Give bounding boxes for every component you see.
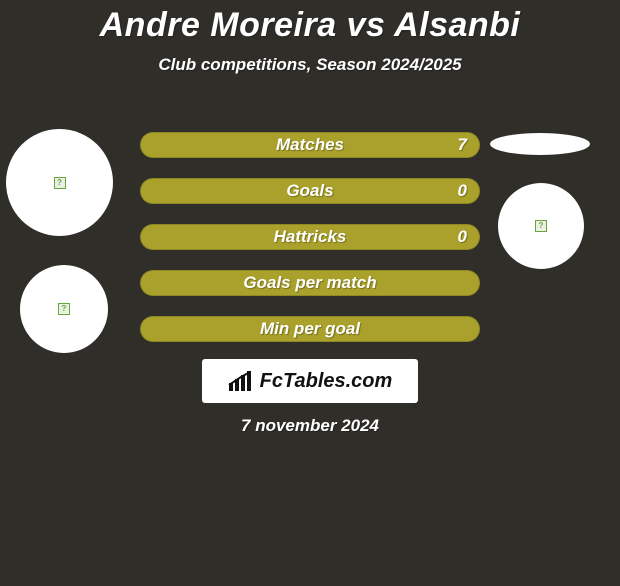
stat-row: Goals per match <box>140 270 480 296</box>
stat-value: 7 <box>458 135 467 155</box>
stat-row: Matches 7 <box>140 132 480 158</box>
stat-value: 0 <box>458 227 467 247</box>
page-subtitle: Club competitions, Season 2024/2025 <box>0 55 620 75</box>
stat-row: Hattricks 0 <box>140 224 480 250</box>
stat-row: Goals 0 <box>140 178 480 204</box>
stat-label: Min per goal <box>260 319 360 339</box>
brand-text: FcTables.com <box>260 370 393 393</box>
update-date: 7 november 2024 <box>0 416 620 436</box>
stat-row: Min per goal <box>140 316 480 342</box>
brand-badge: FcTables.com <box>202 359 418 403</box>
page-title: Andre Moreira vs Alsanbi <box>0 6 620 45</box>
stat-value: 0 <box>458 181 467 201</box>
bar-chart-icon <box>228 371 256 391</box>
stat-label: Goals <box>286 181 333 201</box>
stat-label: Matches <box>276 135 344 155</box>
stats-container: Matches 7 Goals 0 Hattricks 0 Goals per match M… <box>0 132 620 362</box>
stat-label: Goals per match <box>243 273 376 293</box>
stat-label: Hattricks <box>274 227 347 247</box>
